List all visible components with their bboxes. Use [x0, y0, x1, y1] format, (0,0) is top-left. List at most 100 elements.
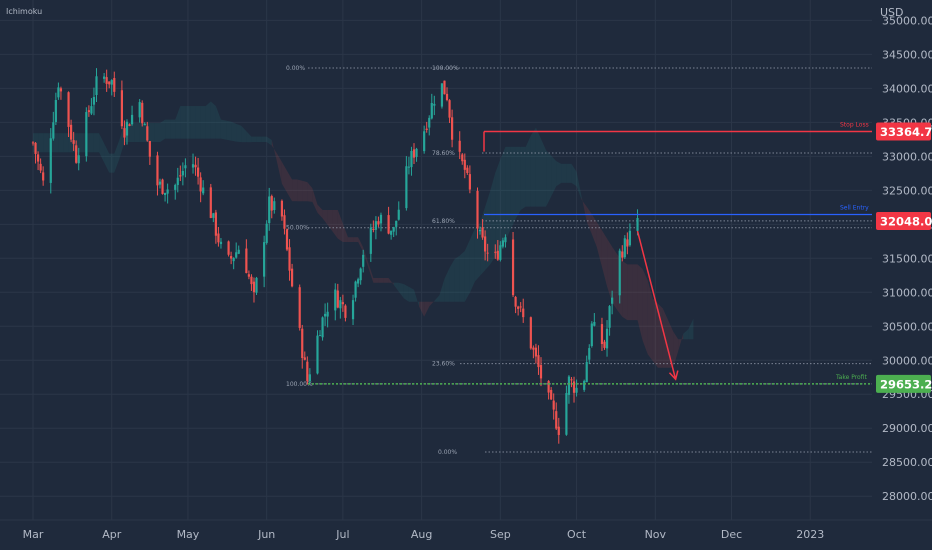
candle-body — [448, 100, 451, 118]
cloud-segment — [302, 180, 308, 202]
candle-body — [316, 335, 319, 374]
candle-body — [354, 281, 357, 298]
candle-body — [425, 128, 428, 130]
cloud-segment — [434, 295, 440, 302]
cloud-segment — [276, 153, 282, 184]
stop-loss-price-badge-box — [876, 122, 931, 141]
candle-body — [179, 175, 182, 177]
candle-body — [339, 300, 342, 309]
candle-body — [451, 117, 454, 140]
current-price-badge: 32048.06 — [880, 215, 932, 229]
cloud-segment — [403, 284, 409, 302]
cloud-segment — [363, 247, 369, 268]
current-price-badge-box — [876, 212, 931, 231]
take-profit-price-badge: 29653.29 — [880, 377, 932, 391]
indicator-label[interactable]: Ichimoku — [6, 7, 42, 16]
fib-level-label: 0.00% — [286, 65, 305, 72]
candle-body — [565, 393, 568, 435]
candle-body — [59, 88, 63, 92]
candle-body — [517, 306, 520, 309]
candle-body — [410, 150, 413, 168]
fib-level-label: 100.00% — [286, 381, 313, 388]
cloud-segment — [464, 239, 470, 302]
cloud-segment — [571, 163, 577, 187]
price-tick-label: 31000.00 — [882, 286, 932, 299]
candle-body — [212, 213, 215, 218]
candle-body — [537, 355, 540, 368]
price-tick-label: 32500.00 — [882, 184, 932, 197]
candle-body — [377, 221, 380, 225]
candle-body — [105, 77, 108, 84]
candle-body — [285, 229, 289, 250]
price-tick-label: 34000.00 — [882, 82, 932, 95]
candle-body — [572, 381, 576, 393]
candle-body — [481, 227, 484, 238]
cloud-segment — [195, 106, 201, 139]
price-tick-label: 33000.00 — [882, 150, 932, 163]
price-tick-label: 30000.00 — [882, 354, 932, 367]
cloud-segment — [454, 255, 460, 302]
time-tick-label: Jun — [257, 528, 275, 541]
candle-body — [522, 308, 525, 318]
candle-body — [265, 223, 268, 243]
price-tick-label: 28000.00 — [882, 490, 932, 503]
cloud-segment — [129, 123, 135, 143]
cloud-segment — [657, 303, 663, 368]
fib-level-label: 23.60% — [432, 361, 455, 368]
cloud-segment — [444, 267, 450, 302]
cloud-segment — [678, 333, 684, 352]
candle-body — [219, 241, 223, 245]
candle-body — [369, 227, 372, 254]
candle-body — [77, 155, 80, 164]
cloud-segment — [500, 146, 506, 249]
candle-body — [209, 187, 212, 218]
cloud-segment — [601, 230, 608, 287]
cloud-segment — [342, 223, 348, 242]
candle-body — [306, 361, 309, 382]
time-tick-label: 2023 — [796, 528, 824, 541]
candle-body — [163, 192, 167, 195]
candle-body — [283, 215, 286, 229]
cloud-segment — [556, 161, 562, 187]
cloud-segment — [287, 170, 293, 202]
candle-body — [181, 170, 184, 176]
time-tick-label: May — [177, 528, 200, 541]
candle-body — [174, 184, 177, 190]
cloud-segment — [530, 127, 536, 207]
cloud-segment — [581, 196, 587, 222]
cloud-segment — [281, 161, 287, 193]
candle-body — [636, 218, 639, 231]
cloud-segment — [383, 278, 389, 283]
candle-body — [484, 236, 487, 252]
candle-body — [593, 322, 596, 326]
cloud-segment — [165, 119, 171, 139]
candle-body — [539, 365, 543, 379]
trade-levels: Stop Loss Sell Entry Take Profit — [308, 122, 872, 385]
cloud-segment — [134, 123, 140, 143]
candle-body — [575, 387, 578, 393]
cloud-segment — [205, 101, 211, 139]
candle-body — [67, 92, 70, 127]
candle-body — [476, 190, 479, 229]
candle-body — [359, 268, 362, 281]
candle-body — [583, 380, 586, 390]
cloud-segment — [236, 123, 242, 143]
candle-body — [351, 300, 355, 320]
stop-loss-price-badge: 33364.70 — [880, 125, 932, 139]
candle-body — [141, 102, 144, 124]
candle-body — [158, 181, 162, 185]
cloud-segment — [393, 282, 399, 292]
candle-body — [499, 245, 502, 260]
time-axis[interactable]: Mar Apr May Jun Jul Aug Sep Oct Nov Dec 2023 — [0, 519, 932, 550]
cloud-segment — [510, 146, 516, 230]
candle-body — [143, 124, 146, 126]
candle-body — [298, 287, 301, 328]
take-profit-price-badge-box — [876, 374, 931, 393]
candle-body — [552, 400, 555, 410]
cloud-segment — [337, 210, 343, 242]
price-axis[interactable]: 28000.0028500.0029000.0029500.0030000.00… — [872, 0, 932, 550]
candle-body — [357, 279, 360, 284]
cloud-segment — [495, 159, 501, 257]
